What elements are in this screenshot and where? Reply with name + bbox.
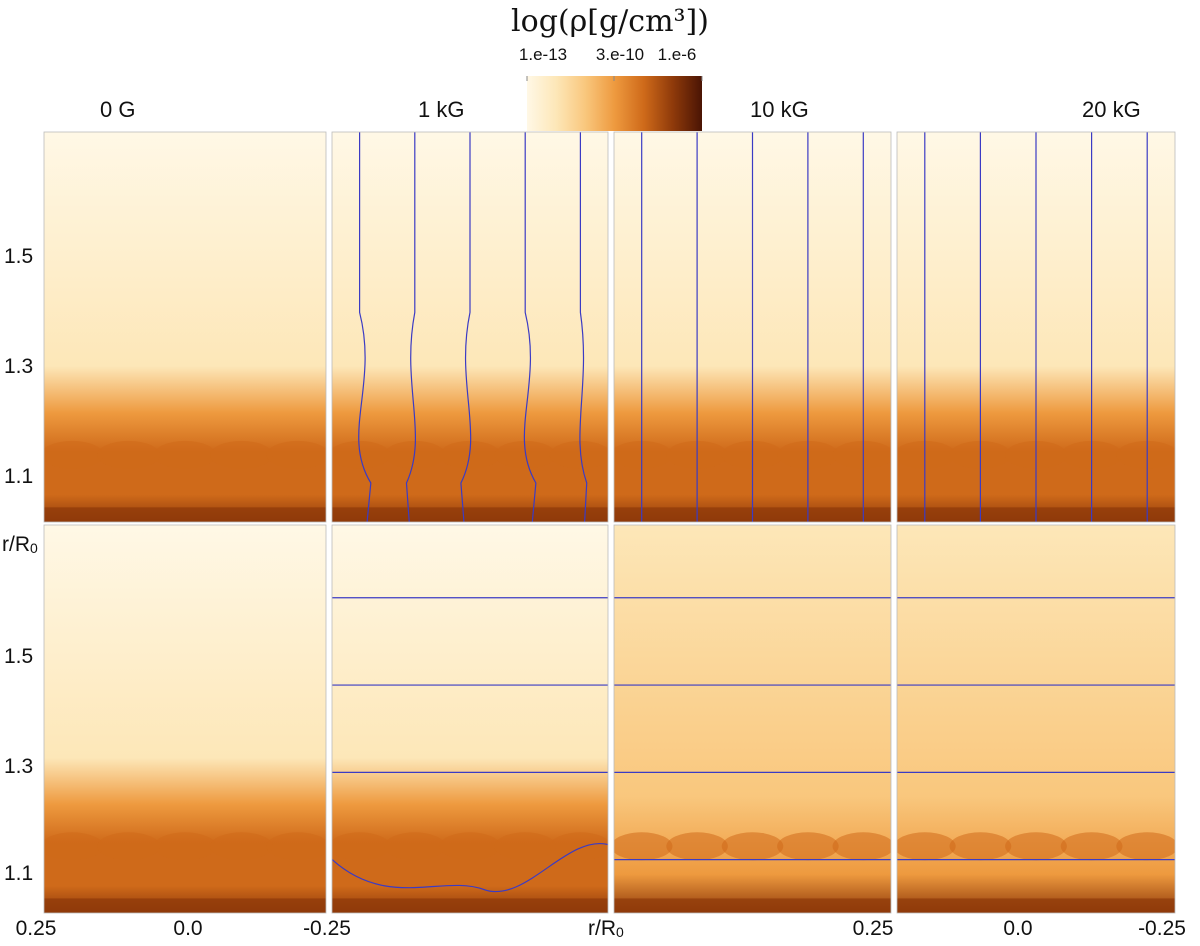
colorbar: [527, 76, 702, 131]
base-layer: [332, 898, 608, 913]
panel-frame: [331, 131, 609, 523]
colorbar-title: log(ρ[g/cm³]): [511, 4, 709, 39]
density-bump: [897, 440, 956, 469]
base-layer: [897, 898, 1175, 913]
panel-frame: [896, 524, 1176, 914]
field-line: [358, 132, 372, 522]
density-bump: [949, 832, 1012, 861]
x-tick-label: -0.25: [1138, 917, 1186, 940]
panel-frame: [331, 524, 609, 914]
density-bump: [44, 832, 104, 861]
colorbar-tick-label: 1.e-13: [518, 45, 568, 64]
x-tick-label: -0.25: [303, 917, 351, 940]
x-tick-label: 0.0: [173, 917, 203, 940]
density-bump: [777, 832, 839, 861]
panel-frame: [43, 524, 327, 914]
density-bump: [153, 440, 217, 469]
panel-0-0: [44, 132, 326, 522]
density-bump: [1005, 832, 1067, 861]
density-bump: [332, 832, 391, 861]
y-tick-label: 1.5: [4, 645, 34, 668]
field-line: [579, 132, 588, 522]
density-bump: [210, 440, 273, 469]
panel-title-1kg: 1 kG: [418, 97, 465, 122]
y-tick-label: 1.1: [4, 465, 34, 488]
base-layer: [332, 507, 608, 522]
field-line: [332, 842, 608, 893]
density-bump: [210, 832, 273, 861]
colorbar-tick-label: 3.e-10: [595, 45, 645, 64]
panel-frame: [613, 131, 892, 523]
density-bump: [494, 832, 556, 861]
base-layer: [614, 898, 891, 913]
density-bump: [266, 440, 326, 469]
y-tick-label: 1.3: [4, 355, 34, 378]
panel-frame: [896, 131, 1176, 523]
density-bump: [266, 832, 326, 861]
panel-0-1: [332, 132, 608, 522]
field-line: [405, 132, 417, 522]
density-bump: [549, 440, 608, 469]
panel-frame: [613, 524, 892, 914]
y-tick-label: 1.1: [4, 862, 34, 885]
panel-title-0g: 0 G: [100, 97, 136, 122]
panel-1-0: [44, 525, 326, 913]
panel-0-2: [614, 132, 891, 522]
panel-1-1: [332, 525, 608, 913]
density-bump: [832, 440, 891, 469]
density-bump: [384, 832, 446, 861]
density-bump: [153, 832, 217, 861]
x-axis-title: r/R0: [588, 917, 624, 940]
density-bump: [44, 440, 104, 469]
panel-1-3: [897, 525, 1175, 913]
x-tick-label: 0.25: [15, 917, 57, 940]
density-bump: [439, 832, 501, 861]
density-bump: [666, 832, 728, 861]
density-bump: [1060, 832, 1123, 861]
density-bump: [332, 440, 391, 469]
panel-title-10kg: 10 kG: [750, 97, 809, 122]
density-bump: [1116, 832, 1175, 861]
base-layer: [44, 898, 326, 913]
density-bump: [549, 832, 608, 861]
y-tick-label: 1.3: [4, 755, 34, 778]
base-layer: [44, 507, 326, 522]
panel-1-2: [614, 525, 891, 913]
density-bump: [614, 440, 673, 469]
field-line: [460, 132, 472, 522]
density-bump: [832, 832, 891, 861]
field-line: [523, 132, 537, 522]
colorbar-tick-label: 1.e-6: [657, 45, 697, 64]
panel-frame: [43, 131, 327, 523]
density-bump: [97, 832, 160, 861]
y-axis-title: r/R0: [2, 533, 38, 556]
density-bump: [897, 832, 956, 861]
x-tick-label: 0.25: [852, 917, 894, 940]
y-tick-label: 1.5: [4, 245, 34, 268]
density-bump: [614, 832, 673, 861]
panel-title-20kg: 20 kG: [1082, 97, 1141, 122]
density-bump: [1116, 440, 1175, 469]
density-bump: [721, 832, 784, 861]
density-bump: [97, 440, 160, 469]
panel-0-3: [897, 132, 1175, 522]
x-tick-label: 0.0: [1003, 917, 1033, 940]
